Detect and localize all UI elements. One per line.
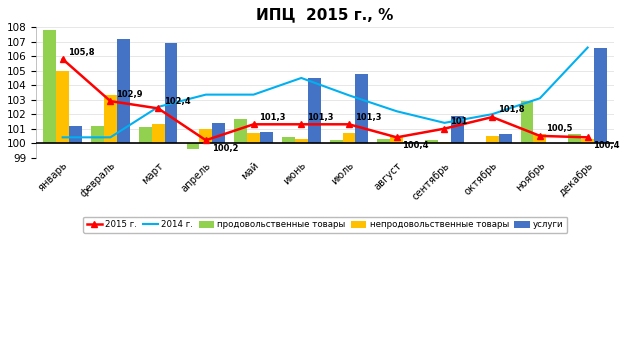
2015 г. [249, 122, 257, 126]
Line: 2014 г.: 2014 г. [62, 48, 588, 137]
Text: 101,8: 101,8 [498, 105, 524, 115]
Bar [91, 126, 104, 143]
Bar [212, 123, 225, 143]
Bar [247, 133, 260, 143]
Bar [499, 135, 512, 143]
2015 г. [297, 122, 305, 126]
Text: 102,4: 102,4 [164, 97, 190, 106]
Bar [200, 129, 212, 143]
Bar [69, 126, 82, 143]
2015 г. [536, 134, 544, 138]
Bar [486, 136, 499, 143]
2015 г. [106, 99, 114, 103]
Bar [534, 135, 546, 143]
2015 г. [488, 115, 496, 119]
Bar [403, 142, 416, 143]
Text: 101,3: 101,3 [260, 113, 286, 122]
Line: 2015 г.: 2015 г. [59, 56, 591, 144]
2014 г. [393, 109, 401, 113]
Bar [260, 131, 273, 143]
Bar [594, 48, 607, 143]
2014 г. [297, 76, 305, 80]
2014 г. [202, 93, 210, 97]
2015 г. [584, 135, 592, 139]
Text: 100,4: 100,4 [593, 141, 620, 150]
Text: 105,8: 105,8 [69, 48, 95, 56]
Bar [282, 137, 295, 143]
Bar [425, 140, 438, 143]
Bar [568, 135, 581, 143]
2015 г. [441, 127, 449, 131]
2014 г. [345, 93, 353, 97]
2015 г. [59, 57, 66, 61]
Bar [343, 133, 355, 143]
2014 г. [154, 105, 162, 109]
Bar [355, 74, 369, 143]
Bar [56, 71, 69, 143]
Text: 100,5: 100,5 [546, 124, 572, 133]
2014 г. [488, 112, 496, 116]
2015 г. [154, 106, 162, 111]
Title: ИПЦ  2015 г., %: ИПЦ 2015 г., % [256, 7, 394, 22]
Text: 100,4: 100,4 [403, 141, 429, 150]
Bar [186, 143, 200, 149]
Bar [520, 101, 534, 143]
Bar [377, 139, 391, 143]
Bar [307, 78, 321, 143]
2014 г. [441, 121, 449, 125]
2014 г. [536, 96, 544, 100]
Bar [117, 39, 130, 143]
Bar [152, 124, 164, 143]
2015 г. [393, 135, 401, 139]
Text: 101,3: 101,3 [355, 113, 381, 122]
2015 г. [202, 138, 210, 142]
Bar [438, 142, 451, 143]
Text: 102,9: 102,9 [116, 90, 142, 99]
Text: 101,3: 101,3 [307, 113, 333, 122]
2014 г. [584, 46, 592, 50]
Bar [139, 127, 152, 143]
Text: 100,2: 100,2 [212, 144, 238, 153]
Text: 101: 101 [450, 117, 467, 126]
Bar [295, 139, 307, 143]
2014 г. [59, 135, 66, 139]
Bar [581, 139, 594, 143]
Bar [451, 116, 464, 143]
Bar [164, 43, 178, 143]
Bar [234, 119, 247, 143]
Legend: 2015 г., 2014 г., продовольственные товары, непродовольственные товары, услуги: 2015 г., 2014 г., продовольственные това… [83, 217, 567, 233]
2014 г. [249, 93, 257, 97]
2015 г. [345, 122, 353, 126]
2014 г. [106, 135, 114, 139]
Bar [391, 136, 403, 143]
Bar [104, 95, 117, 143]
Bar [43, 30, 56, 143]
Bar [329, 140, 343, 143]
